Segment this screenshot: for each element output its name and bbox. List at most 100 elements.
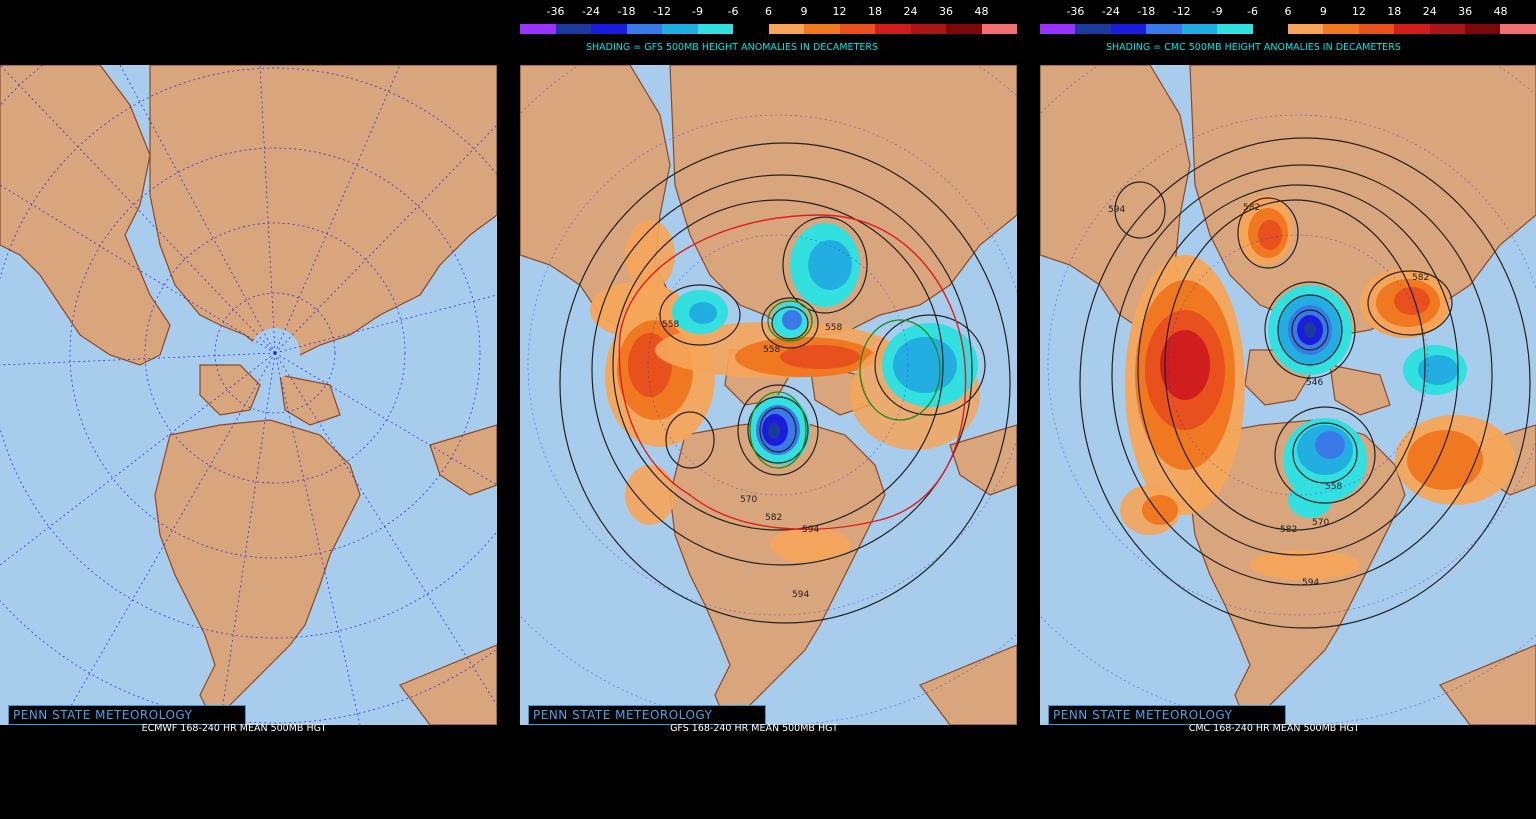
cmc-panel: -36 -24 -18 -12 -9 -6 6 9 12 18 24 36 48 SHADING = C… xyxy=(1040,0,1536,819)
latlon-grid xyxy=(1040,65,1536,725)
colorbar-swatch xyxy=(1110,24,1147,34)
colorbar-swatch xyxy=(733,24,769,34)
colorbar-label: 9 xyxy=(1319,5,1327,18)
colorbar-label: 24 xyxy=(1422,5,1437,18)
colorbar-label: 48 xyxy=(1493,5,1508,18)
panel-subtitle: GFS 168-240 HR MEAN 500MB HGT xyxy=(670,723,838,734)
anomaly-colorbar: -36 -24 -18 -12 -9 -6 6 9 12 18 24 36 48 xyxy=(520,5,1017,35)
contour-label: 582 xyxy=(1243,203,1260,213)
colorbar-swatches xyxy=(520,24,1017,34)
anomaly-shading xyxy=(1120,195,1515,580)
colorbar-label: 18 xyxy=(1387,5,1402,18)
contour-labels: 594 582 582 546 558 582 570 594 xyxy=(1108,203,1429,588)
colorbar-label: -6 xyxy=(727,5,739,18)
colorbar-swatch xyxy=(697,24,733,34)
contour-label: 570 xyxy=(1312,518,1329,528)
red-contour xyxy=(618,214,967,530)
ecmwf-map xyxy=(0,65,497,725)
contour-label: 594 xyxy=(1302,578,1319,588)
colorbar-swatch xyxy=(1394,24,1430,34)
colorbar-swatch xyxy=(1181,24,1218,34)
contour-label: 582 xyxy=(1280,525,1297,535)
contour-label: 558 xyxy=(763,345,780,355)
colorbar-label: 6 xyxy=(1284,5,1292,18)
colorbar-swatch xyxy=(626,24,662,34)
shading-title: SHADING = CMC 500MB HEIGHT ANOMALIES IN … xyxy=(1106,42,1401,53)
shading-title: SHADING = GFS 500MB HEIGHT ANOMALIES IN … xyxy=(586,42,879,53)
brand-label: PENN STATE METEOROLOGY xyxy=(8,705,246,725)
colorbar-label: -12 xyxy=(1172,5,1191,18)
colorbar-swatch xyxy=(1287,24,1324,34)
colorbar-label: -9 xyxy=(692,5,703,18)
brand-label: PENN STATE METEOROLOGY xyxy=(528,705,766,725)
colorbar-label: 12 xyxy=(832,5,847,18)
colorbar-swatch xyxy=(1146,24,1182,34)
colorbar-swatch xyxy=(1217,24,1253,34)
colorbar-swatch xyxy=(1500,24,1536,34)
contour-label: 558 xyxy=(662,320,679,330)
contour-label: 582 xyxy=(765,513,782,523)
colorbar-label: 12 xyxy=(1351,5,1366,18)
contour-label: 594 xyxy=(1108,205,1125,215)
latlon-grid xyxy=(520,65,1017,725)
colorbar-label: -6 xyxy=(1247,5,1259,18)
anomaly-shading xyxy=(590,220,980,563)
land-masses xyxy=(520,65,1017,725)
ecmwf-panel: PENN STATE METEOROLOGY ECMWF 168-240 HR … xyxy=(0,0,497,819)
gfs-map: 558 558 558 570 582 594 594 xyxy=(520,65,1017,725)
contour-label: 582 xyxy=(1412,273,1429,283)
colorbar-label: -18 xyxy=(1137,5,1156,18)
contour-labels: 558 558 558 570 582 594 594 xyxy=(662,320,842,600)
colorbar-swatch xyxy=(520,24,556,34)
colorbar-label: -36 xyxy=(1066,5,1085,18)
colorbar-swatch xyxy=(1040,24,1076,34)
colorbar-label: -24 xyxy=(1101,5,1120,18)
colorbar-label: -12 xyxy=(653,5,671,18)
brand-label: PENN STATE METEOROLOGY xyxy=(1048,705,1286,725)
colorbar-swatch xyxy=(1465,24,1501,34)
cmc-map: 594 582 582 546 558 582 570 594 xyxy=(1040,65,1536,725)
gfs-panel: -36 -24 -18 -12 -9 -6 6 9 12 18 24 36 48 SHADING = G… xyxy=(520,0,1017,819)
panel-subtitle: CMC 168-240 HR MEAN 500MB HGT xyxy=(1188,723,1360,734)
colorbar-label: 48 xyxy=(974,5,989,18)
colorbar-label: 36 xyxy=(1458,5,1473,18)
colorbar-label: -18 xyxy=(617,5,636,18)
contour-label: 594 xyxy=(802,525,819,535)
colorbar-swatch xyxy=(981,24,1017,34)
colorbar-swatch xyxy=(1075,24,1111,34)
colorbar-label: 24 xyxy=(903,5,918,18)
colorbar-swatch xyxy=(946,24,982,34)
colorbar-label: 36 xyxy=(939,5,953,18)
colorbar-swatch xyxy=(839,24,875,34)
contour-label: 558 xyxy=(825,323,842,333)
colorbar-swatch xyxy=(662,24,698,34)
colorbar-swatch xyxy=(1358,24,1395,34)
colorbar-swatch xyxy=(591,24,627,34)
height-contours xyxy=(559,142,1011,624)
colorbar-swatch xyxy=(910,24,946,34)
contour-label: 570 xyxy=(740,495,757,505)
colorbar-swatch xyxy=(804,24,840,34)
colorbar-swatch xyxy=(875,24,911,34)
colorbar-swatch xyxy=(1429,24,1466,34)
latlon-grid xyxy=(0,65,497,725)
colorbar-label: 6 xyxy=(765,5,772,18)
anomaly-colorbar: -36 -24 -18 -12 -9 -6 6 9 12 18 24 36 48 xyxy=(1040,5,1536,35)
colorbar-label: -36 xyxy=(546,5,565,18)
colorbar-swatch xyxy=(1252,24,1288,34)
panel-subtitle: ECMWF 168-240 HR MEAN 500MB HGT xyxy=(141,723,327,734)
contour-label: 558 xyxy=(1325,482,1342,492)
colorbar-swatch xyxy=(555,24,591,34)
contour-label: 594 xyxy=(792,590,809,600)
colorbar-label: -24 xyxy=(582,5,600,18)
colorbar-labels: -36 -24 -18 -12 -9 -6 6 9 12 18 24 36 48 xyxy=(1040,5,1536,21)
colorbar-swatch xyxy=(768,24,804,34)
colorbar-label: -9 xyxy=(1211,5,1223,18)
colorbar-swatch xyxy=(1323,24,1359,34)
colorbar-label: 9 xyxy=(800,5,808,18)
contour-label: 546 xyxy=(1306,378,1323,388)
colorbar-label: 18 xyxy=(868,5,882,18)
height-contours xyxy=(1079,137,1531,629)
colorbar-labels: -36 -24 -18 -12 -9 -6 6 9 12 18 24 36 48 xyxy=(520,5,1017,21)
colorbar-swatches xyxy=(1040,24,1536,34)
